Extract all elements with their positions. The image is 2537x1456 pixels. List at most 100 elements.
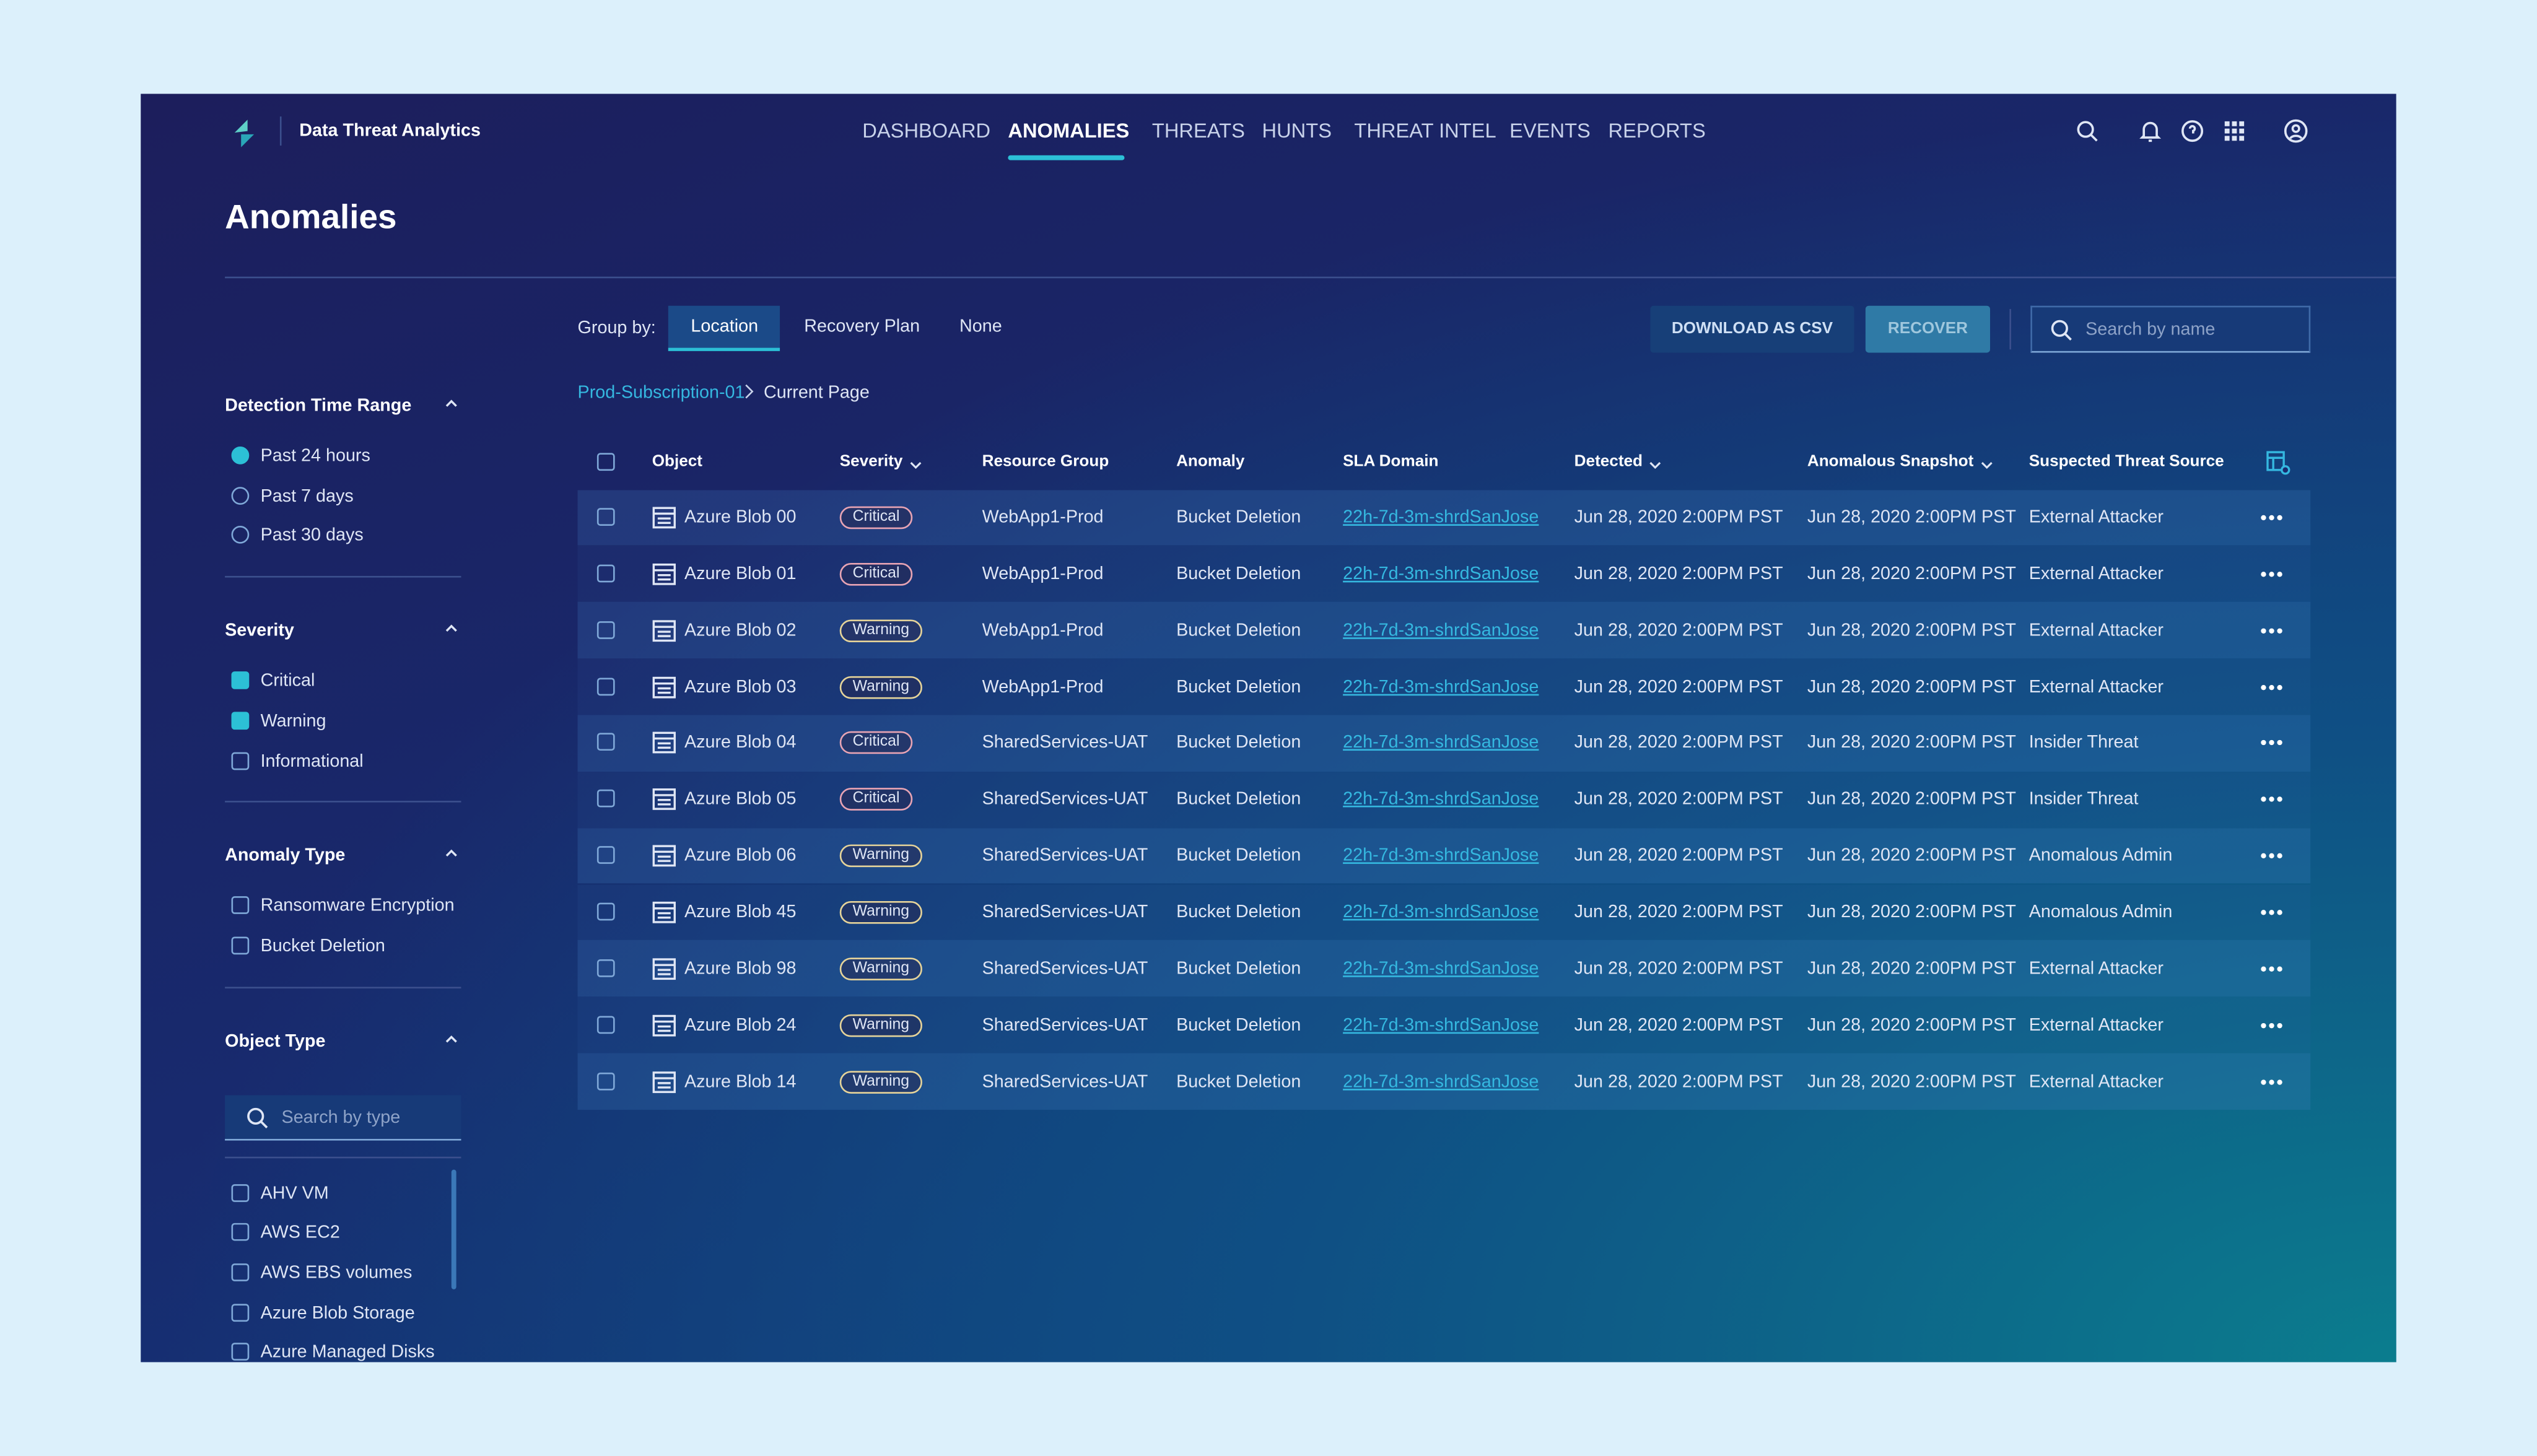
column-settings[interactable] [2265, 450, 2291, 482]
nav-item[interactable]: EVENTS [1509, 120, 1591, 142]
column-header[interactable]: Severity [839, 453, 903, 471]
row-checkbox[interactable] [596, 846, 615, 865]
sort-chevron[interactable] [1649, 456, 1662, 479]
row-checkbox[interactable] [596, 508, 615, 526]
sort-chevron[interactable] [1980, 456, 1993, 479]
sla-link[interactable]: 22h-7d-3m-shrdSanJose [1343, 677, 1539, 697]
row-checkbox[interactable] [596, 733, 615, 752]
collapse-chevron[interactable] [445, 847, 458, 870]
cell: External Attacker [2028, 677, 2164, 697]
filter-checkbox[interactable] [231, 1303, 250, 1322]
row-checkbox[interactable] [596, 1071, 615, 1090]
sla-link[interactable]: 22h-7d-3m-shrdSanJose [1343, 733, 1539, 753]
button[interactable]: RECOVER [1865, 305, 1991, 353]
collapse-chevron[interactable] [445, 1032, 458, 1055]
row-actions[interactable] [2260, 735, 2283, 758]
filter-radio[interactable] [231, 526, 250, 544]
row-actions[interactable] [2260, 679, 2283, 702]
breadcrumb-current: Current Page [763, 383, 870, 403]
nav-item[interactable]: HUNTS [1262, 120, 1332, 142]
filter-option[interactable]: AHV VM [260, 1184, 329, 1203]
collapse-chevron[interactable] [445, 396, 458, 419]
filter-radio[interactable] [231, 446, 250, 464]
filter-radio[interactable] [231, 486, 250, 505]
column-header[interactable]: Anomalous Snapshot [1807, 453, 1974, 471]
help-icon[interactable] [2180, 118, 2206, 150]
row-checkbox[interactable] [596, 564, 615, 582]
sla-link[interactable]: 22h-7d-3m-shrdSanJose [1343, 1015, 1539, 1035]
filter-checkbox[interactable] [231, 936, 250, 954]
filter-checkbox[interactable] [231, 896, 250, 915]
cell: Jun 28, 2020 2:00PM PST [1574, 902, 1783, 922]
sort-chevron[interactable] [909, 456, 922, 479]
row-actions[interactable] [2260, 791, 2283, 814]
filter-option[interactable]: Past 24 hours [260, 446, 370, 466]
header-checkbox[interactable] [596, 453, 615, 471]
nav-item[interactable]: ANOMALIES [1008, 120, 1130, 142]
sla-link[interactable]: 22h-7d-3m-shrdSanJose [1343, 959, 1539, 979]
filter-option[interactable]: Azure Blob Storage [260, 1303, 415, 1323]
object-name: Azure Blob 45 [684, 902, 797, 922]
row-actions[interactable] [2260, 566, 2283, 589]
nav-item[interactable]: REPORTS [1608, 120, 1706, 142]
row-checkbox[interactable] [596, 677, 615, 695]
filter-option[interactable]: Critical [260, 671, 315, 691]
nav-item[interactable]: THREAT INTEL [1354, 120, 1496, 142]
group-tab[interactable]: Recovery Plan [804, 316, 920, 337]
row-checkbox[interactable] [596, 790, 615, 808]
filter-option[interactable]: Informational [260, 751, 364, 771]
sla-link[interactable]: 22h-7d-3m-shrdSanJose [1343, 621, 1539, 640]
filter-option[interactable]: AWS EBS volumes [260, 1263, 413, 1283]
row-actions[interactable] [2260, 848, 2283, 871]
sla-link[interactable]: 22h-7d-3m-shrdSanJose [1343, 790, 1539, 809]
filter-checkbox[interactable] [231, 711, 250, 730]
filter-checkbox[interactable] [231, 1263, 250, 1281]
breadcrumb-link[interactable]: Prod-Subscription-01 [577, 383, 745, 403]
filter-option[interactable]: Bucket Deletion [260, 936, 385, 956]
object-icon [652, 845, 676, 874]
toolbar-divider [2009, 308, 2011, 350]
user-icon[interactable] [2283, 118, 2309, 150]
row-actions[interactable] [2260, 1073, 2283, 1096]
button[interactable]: DOWNLOAD AS CSV [1650, 305, 1854, 353]
filter-checkbox[interactable] [231, 1223, 250, 1242]
bell-icon[interactable] [2137, 118, 2164, 150]
filter-checkbox[interactable] [231, 1343, 250, 1361]
filter-option[interactable]: AWS EC2 [260, 1223, 340, 1243]
search-box[interactable] [2030, 305, 2311, 353]
sla-link[interactable]: 22h-7d-3m-shrdSanJose [1343, 508, 1539, 528]
sla-link[interactable]: 22h-7d-3m-shrdSanJose [1343, 846, 1539, 866]
nav-item[interactable]: THREATS [1151, 120, 1245, 142]
filter-checkbox[interactable] [231, 1184, 250, 1201]
filter-option[interactable]: Azure Managed Disks [260, 1343, 435, 1362]
sla-link[interactable]: 22h-7d-3m-shrdSanJose [1343, 564, 1539, 584]
group-by-label: Group by: [577, 318, 656, 338]
filter-search[interactable] [225, 1094, 461, 1140]
row-actions[interactable] [2260, 510, 2283, 533]
row-checkbox[interactable] [596, 1015, 615, 1034]
group-tab[interactable]: Location [691, 316, 759, 337]
row-actions[interactable] [2260, 622, 2283, 645]
collapse-chevron[interactable] [445, 621, 458, 644]
filter-option[interactable]: Warning [260, 711, 326, 731]
nav-item[interactable]: DASHBOARD [862, 120, 991, 142]
row-actions[interactable] [2260, 904, 2283, 927]
filter-option[interactable]: Past 30 days [260, 526, 364, 546]
row-actions[interactable] [2260, 1017, 2283, 1040]
sla-link[interactable]: 22h-7d-3m-shrdSanJose [1343, 902, 1539, 922]
apps-icon[interactable] [2222, 118, 2248, 150]
filter-option[interactable]: Ransomware Encryption [260, 896, 455, 916]
row-checkbox[interactable] [596, 621, 615, 639]
row-checkbox[interactable] [596, 902, 615, 921]
row-checkbox[interactable] [596, 959, 615, 977]
filter-option[interactable]: Past 7 days [260, 486, 354, 506]
column-header[interactable]: Detected [1574, 453, 1643, 471]
row-actions[interactable] [2260, 961, 2283, 983]
filter-checkbox[interactable] [231, 751, 250, 770]
object-name: Azure Blob 02 [684, 621, 797, 640]
filter-checkbox[interactable] [231, 671, 250, 690]
sla-link[interactable]: 22h-7d-3m-shrdSanJose [1343, 1071, 1539, 1091]
cell: Jun 28, 2020 2:00PM PST [1574, 790, 1783, 809]
cell: Jun 28, 2020 2:00PM PST [1807, 959, 2016, 979]
group-tab[interactable]: None [959, 316, 1002, 337]
